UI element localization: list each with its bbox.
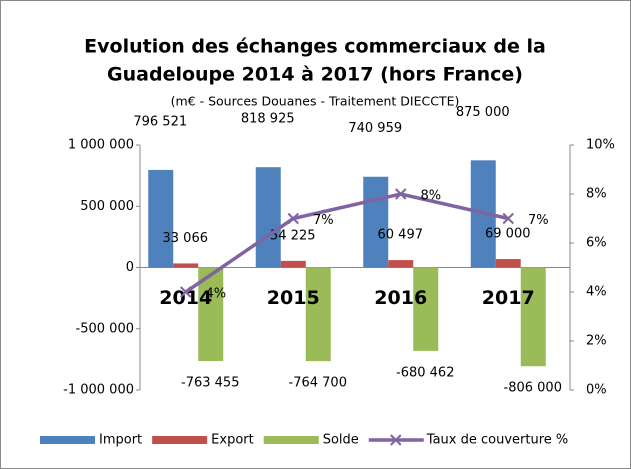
data-label: 818 925 xyxy=(241,112,295,127)
legend-swatch xyxy=(263,436,319,444)
bar xyxy=(388,260,414,268)
bar xyxy=(173,263,199,268)
bar xyxy=(148,169,174,268)
data-label: 69 000 xyxy=(485,227,531,242)
bar xyxy=(520,267,546,367)
data-label: -806 000 xyxy=(504,381,562,396)
bar xyxy=(495,259,521,268)
marker xyxy=(287,212,299,225)
data-label: 4% xyxy=(205,287,226,302)
bar xyxy=(255,167,281,268)
y2-tick-label: 8% xyxy=(586,187,607,202)
y-tick-label: -500 000 xyxy=(76,321,134,336)
data-label: -680 462 xyxy=(396,365,454,380)
marker xyxy=(395,188,407,200)
legend-swatch xyxy=(152,436,208,444)
bar xyxy=(413,267,439,351)
x-tick-label: 2016 xyxy=(374,287,427,309)
data-label: 54 225 xyxy=(270,228,316,243)
y2-tick-label: 4% xyxy=(586,285,607,300)
data-label: 740 959 xyxy=(348,121,402,136)
data-label: 60 497 xyxy=(378,228,424,243)
marker xyxy=(502,212,514,225)
data-label: -763 455 xyxy=(181,376,239,391)
chart-subtitle: (m€ - Sources Douanes - Traitement DIECC… xyxy=(171,94,460,109)
bar xyxy=(280,260,306,268)
bar xyxy=(363,176,389,268)
y-tick-label: 1 000 000 xyxy=(68,138,134,153)
legend-label: Export xyxy=(211,433,254,448)
data-label: 7% xyxy=(313,213,334,228)
y2-tick-label: 10% xyxy=(586,138,615,153)
data-label: 875 000 xyxy=(456,105,510,120)
x-tick-label: 2014 xyxy=(159,287,212,309)
y-tick-label: 500 000 xyxy=(80,199,134,214)
y-tick-label: 0 xyxy=(126,260,134,275)
bar xyxy=(198,267,224,362)
legend-label: Taux de couverture % xyxy=(426,433,568,448)
chart-title: Guadeloupe 2014 à 2017 (hors France) xyxy=(107,64,523,86)
data-label: 7% xyxy=(528,213,549,228)
y2-tick-label: 0% xyxy=(586,383,607,398)
line xyxy=(184,192,509,294)
legend-label: Solde xyxy=(323,433,359,448)
y2-tick-label: 6% xyxy=(586,236,607,251)
data-label: 796 521 xyxy=(133,114,187,129)
bar xyxy=(305,267,331,362)
chart-title: Evolution des échanges commerciaux de la xyxy=(84,36,546,58)
y2-tick-label: 2% xyxy=(586,334,607,349)
y-tick-label: -1 000 000 xyxy=(63,383,134,398)
x-tick-label: 2015 xyxy=(267,287,320,309)
data-label: -764 700 xyxy=(289,376,347,391)
x-tick-label: 2017 xyxy=(482,287,535,309)
legend-swatch xyxy=(40,436,95,444)
legend-marker xyxy=(390,434,402,446)
data-label: 33 066 xyxy=(163,231,209,246)
data-label: 8% xyxy=(420,189,441,204)
legend-label: Import xyxy=(99,433,142,448)
marker xyxy=(180,286,192,298)
